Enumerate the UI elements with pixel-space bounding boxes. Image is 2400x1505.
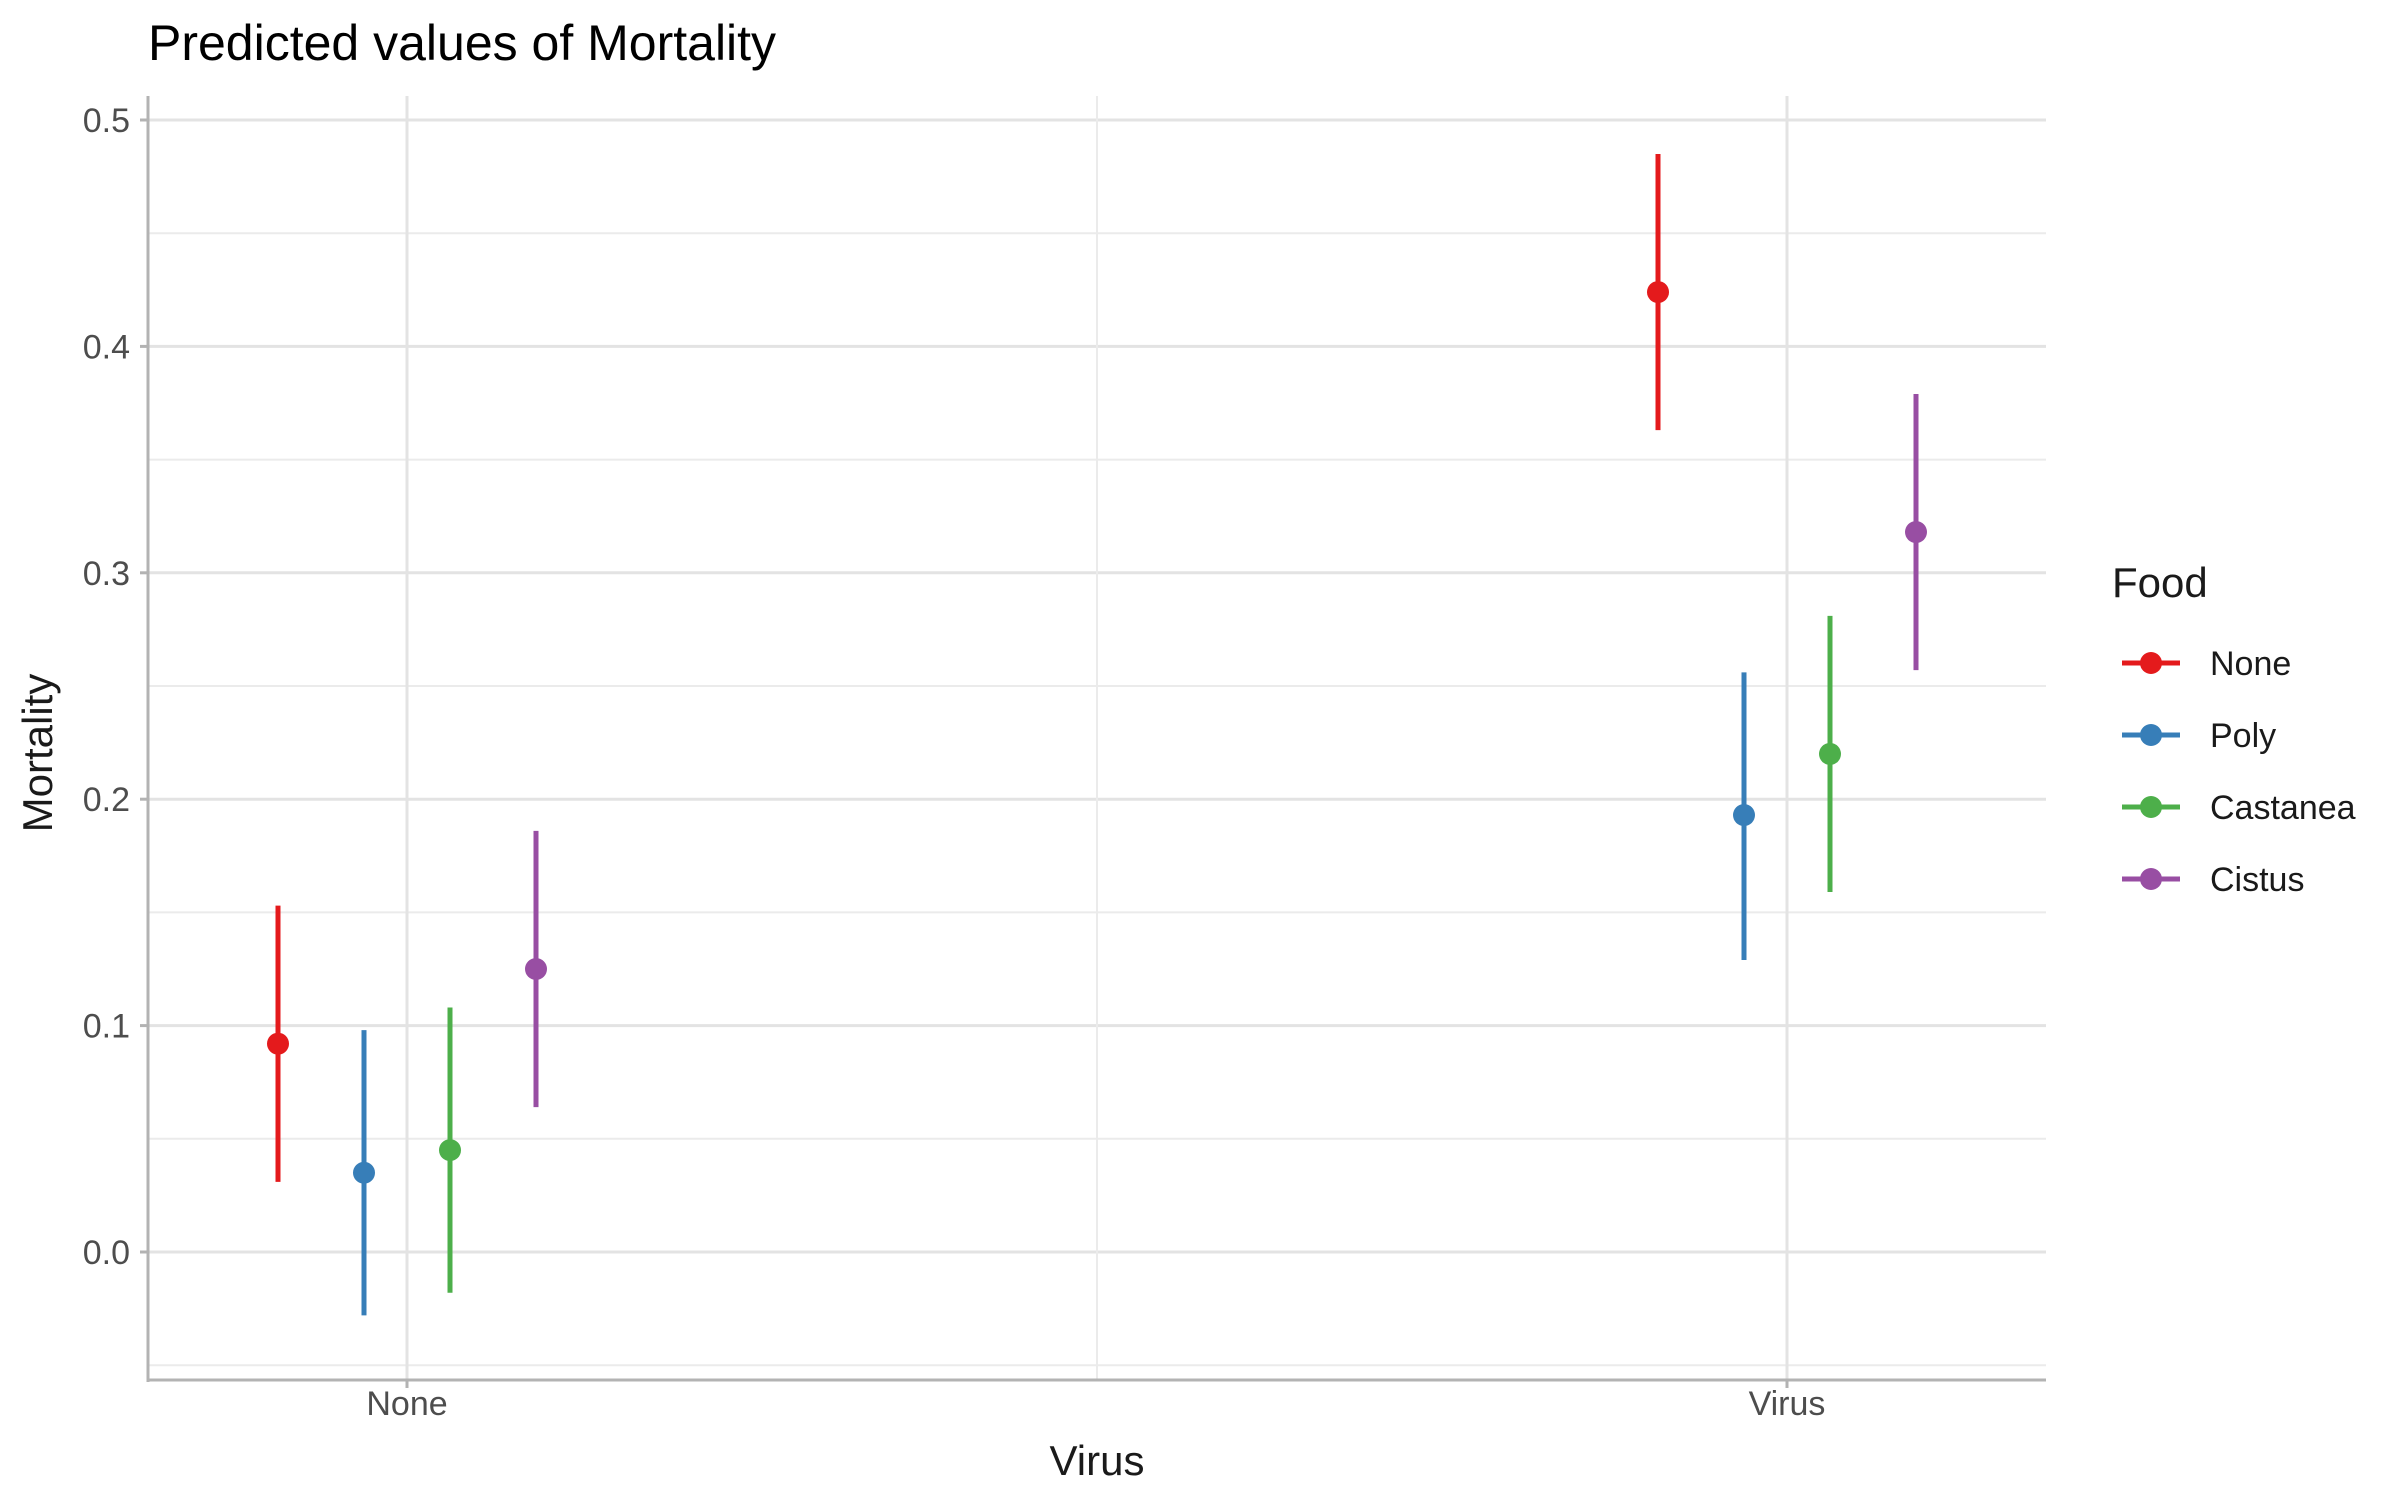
y-tick-label: 0.4	[83, 328, 130, 366]
legend-key-point-castanea	[2140, 796, 2162, 818]
point-poly	[1733, 804, 1755, 827]
y-tick-label: 0.1	[83, 1008, 130, 1046]
legend-key-point-none	[2140, 652, 2162, 674]
axes-layer: 0.0 0.1 0.2 0.3 0.4 0.5 None Virus	[83, 96, 2046, 1423]
chart-title: Predicted values of Mortality	[148, 15, 776, 71]
point-cistus	[1905, 521, 1927, 544]
legend-label-poly: Poly	[2210, 717, 2276, 755]
y-tick-label: 0.0	[83, 1234, 130, 1272]
point-none	[267, 1032, 289, 1055]
x-axis-title: Virus	[1050, 1437, 1145, 1484]
legend-label-castanea: Castanea	[2210, 789, 2356, 827]
point-castanea	[1819, 742, 1841, 765]
point-castanea	[439, 1139, 461, 1162]
legend-key-point-poly	[2140, 724, 2162, 746]
point-none	[1647, 281, 1669, 304]
x-tick-label: Virus	[1749, 1385, 1826, 1423]
y-tick-label: 0.3	[83, 555, 130, 593]
marks-layer	[267, 153, 1927, 1316]
y-tick-label: 0.5	[83, 102, 130, 140]
y-tick-label: 0.2	[83, 781, 130, 819]
legend-label-cistus: Cistus	[2210, 861, 2304, 899]
grid-layer	[148, 96, 2046, 1380]
point-cistus	[525, 958, 547, 980]
point-poly	[353, 1161, 375, 1184]
legend-key-point-cistus	[2140, 868, 2162, 890]
x-tick-label: None	[366, 1385, 447, 1423]
legend-title: Food	[2112, 559, 2208, 606]
y-axis-title: Mortality	[14, 674, 61, 833]
legend: Food None Poly Castanea Cistus	[2112, 559, 2356, 899]
legend-label-none: None	[2210, 645, 2291, 683]
